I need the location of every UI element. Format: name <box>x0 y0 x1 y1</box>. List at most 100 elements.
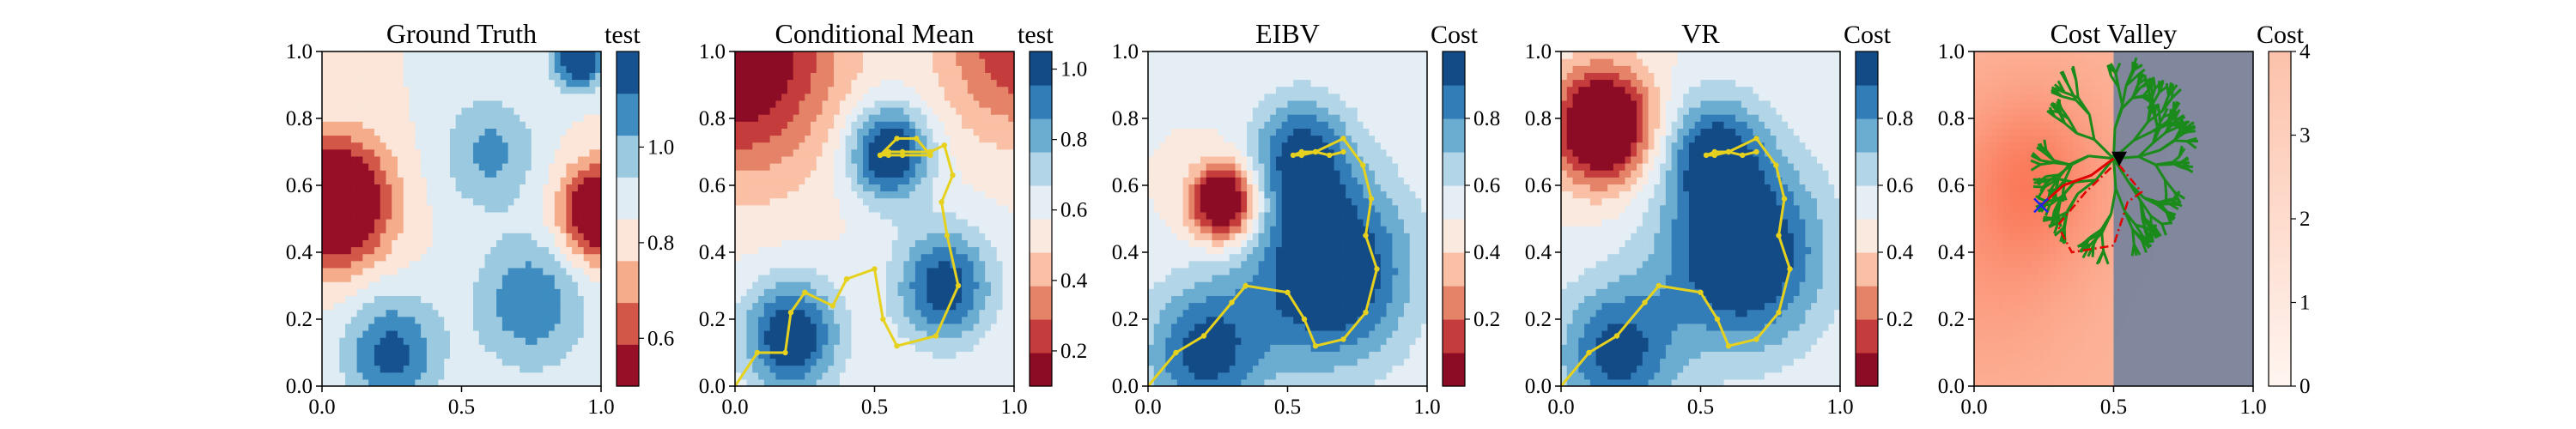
colorbar-tick-label: 0 <box>2300 375 2311 398</box>
panel-1: 0.0 0.5 1.0 0.0 0.2 0.4 0.6 0.8 1.0 Ground Truth 0… <box>286 18 675 419</box>
colorbar-tick-label: 0.2 <box>1060 340 1087 363</box>
path-waypoint <box>1327 152 1333 159</box>
colorbar-frame <box>1442 51 1466 387</box>
tree-edge <box>2131 83 2140 98</box>
y-tick-label: 0.4 <box>286 241 313 264</box>
path-waypoint <box>899 152 906 159</box>
tree-edge <box>2170 160 2184 168</box>
colorbar-tick-label: 0.8 <box>1473 107 1500 130</box>
tree-edge <box>2139 200 2144 218</box>
heatmap-field <box>322 51 601 386</box>
tree-edge <box>2123 210 2137 226</box>
y-tick-label: 0.0 <box>286 375 313 398</box>
tree-edge <box>2114 62 2122 74</box>
tree-edge <box>2154 79 2165 90</box>
tree-edge <box>2163 179 2168 195</box>
y-tick-label: 0.2 <box>1112 308 1139 331</box>
tree-edge <box>2166 211 2175 221</box>
path-waypoint <box>1285 289 1291 295</box>
tree-edge <box>2044 178 2059 189</box>
path-waypoint <box>1229 299 1235 305</box>
tree-edge <box>2138 155 2157 166</box>
path-waypoint <box>1776 310 1782 316</box>
tree-edge <box>2063 91 2079 100</box>
tree-edge <box>2066 193 2080 213</box>
tree-edge <box>2095 250 2105 265</box>
tree-edge <box>2148 226 2155 237</box>
path-waypoint <box>1753 136 1759 142</box>
colorbar: 0.2 0.4 0.6 0.8 Cost <box>1431 21 1501 387</box>
x-tick-label: 1.0 <box>1413 396 1440 419</box>
path-waypoint <box>927 152 933 159</box>
y-tick-label: 0.2 <box>1938 308 1965 331</box>
tree-edge <box>2054 227 2065 237</box>
panel-3: 0.0 0.5 1.0 0.0 0.2 0.4 0.6 0.8 1.0 EIBV 0.2 0.4 0.6… <box>1112 18 1501 419</box>
tree-edge <box>2157 202 2170 206</box>
tree-edge <box>2037 186 2046 198</box>
tree-edge <box>2173 139 2187 143</box>
y-tick-label: 1.0 <box>699 40 726 63</box>
triangle-marker <box>2111 151 2127 166</box>
tree-edge <box>2144 228 2153 239</box>
x-tick-label: 1.0 <box>587 396 614 419</box>
tree-edge <box>2030 163 2042 172</box>
path-waypoint <box>1711 152 1718 159</box>
tree-edge <box>2067 118 2078 135</box>
y-tick-label: 0.6 <box>1938 174 1965 197</box>
path-waypoint <box>1776 233 1782 239</box>
tree-edge <box>2061 70 2069 86</box>
y-tick-label: 1.0 <box>1112 40 1139 63</box>
path-waypoint <box>1613 333 1620 339</box>
colorbar-tick-label: 1.0 <box>1060 58 1087 82</box>
colorbar-label: Cost <box>1844 21 1892 49</box>
tree-edge <box>2053 87 2065 94</box>
y-tick-label: 1.0 <box>286 40 313 63</box>
tree-edge <box>2075 99 2091 116</box>
colorbar-tick-label: 1.0 <box>647 136 674 159</box>
path-waypoint <box>885 152 892 159</box>
tree-edge <box>2143 196 2160 204</box>
y-tick-label: 0.8 <box>1938 107 1965 130</box>
path-waypoint <box>894 136 900 142</box>
path-waypoint <box>941 142 948 148</box>
tree-edge <box>2061 94 2076 102</box>
path-waypoint <box>829 303 835 309</box>
y-tick-label: 0.8 <box>699 107 726 130</box>
y-tick-label: 0.6 <box>1112 174 1139 197</box>
y-tick-label: 1.0 <box>1938 40 1965 63</box>
tree-edge <box>2110 75 2120 88</box>
path-waypoint <box>802 289 808 295</box>
tree-edge <box>2164 178 2176 193</box>
tree-edge <box>2114 188 2126 213</box>
path-waypoint <box>1656 282 1662 289</box>
panel-title: Cost Valley <box>2050 18 2178 49</box>
path-waypoint <box>843 276 850 282</box>
tree-edge <box>2057 163 2073 177</box>
colorbar-tick-label: 0.6 <box>1060 199 1087 222</box>
x-tick-label: 0.5 <box>2100 396 2127 419</box>
y-tick-label: 0.2 <box>286 308 313 331</box>
path-waypoint <box>877 152 884 159</box>
path-waypoint <box>787 310 794 316</box>
path-waypoint <box>1312 343 1319 349</box>
tree-edge <box>2141 239 2148 253</box>
tree-edge <box>2049 196 2063 207</box>
tree-edge <box>2143 94 2153 98</box>
panel-title: Conditional Mean <box>775 18 975 49</box>
shaded-region <box>2113 51 2253 386</box>
tree-edge <box>2053 161 2069 166</box>
tree-edge <box>2133 130 2154 142</box>
path-waypoint <box>1173 349 1179 356</box>
path-waypoint <box>1703 152 1710 159</box>
colorbar-frame <box>616 51 640 387</box>
panel-title: VR <box>1681 18 1720 49</box>
x-tick-label: 0.0 <box>1134 396 1161 419</box>
y-tick-label: 0.2 <box>699 308 726 331</box>
y-tick-label: 0.6 <box>699 174 726 197</box>
tree-edge <box>2110 188 2117 214</box>
tree-edge <box>2153 226 2162 237</box>
tree-edge <box>2150 214 2163 226</box>
tree-edge <box>2121 85 2128 106</box>
tree-edge <box>2109 63 2117 74</box>
